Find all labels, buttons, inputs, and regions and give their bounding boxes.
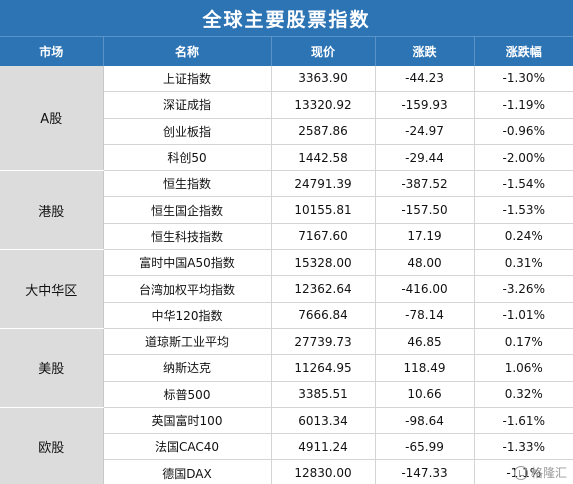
market-cell: A股 bbox=[0, 65, 104, 172]
change-cell: -98.64 bbox=[375, 407, 475, 435]
index-name-cell: 纳斯达克 bbox=[103, 354, 272, 382]
table-row: 深证成指 13320.92 -159.93 -1.19% bbox=[0, 91, 573, 119]
table-row: 创业板指 2587.86 -24.97 -0.96% bbox=[0, 118, 573, 145]
price-cell: 12362.64 bbox=[271, 275, 376, 303]
change-pct-cell: 0.32% bbox=[474, 381, 573, 408]
column-header-name: 名称 bbox=[103, 36, 272, 66]
watermark-text: 格隆汇 bbox=[530, 466, 567, 480]
index-name-cell: 标普500 bbox=[103, 381, 272, 408]
column-header-market: 市场 bbox=[0, 36, 104, 66]
price-cell: 24791.39 bbox=[271, 170, 376, 198]
change-pct-cell: -0.96% bbox=[474, 118, 573, 145]
column-header-price: 现价 bbox=[271, 36, 376, 66]
index-name-cell: 创业板指 bbox=[103, 118, 272, 145]
price-cell: 7167.60 bbox=[271, 223, 376, 251]
watermark: 格隆汇 bbox=[513, 464, 567, 481]
index-name-cell: 上证指数 bbox=[103, 65, 272, 93]
change-pct-cell: -1.54% bbox=[474, 170, 573, 198]
index-name-cell: 德国DAX bbox=[103, 459, 272, 484]
table-body: A股 上证指数 3363.90 -44.23 -1.30% 深证成指 13320.92 -15… bbox=[0, 65, 573, 484]
change-cell: 118.49 bbox=[375, 354, 475, 382]
index-name-cell: 道琼斯工业平均 bbox=[103, 328, 272, 356]
change-pct-cell: 0.17% bbox=[474, 328, 573, 356]
price-cell: 1442.58 bbox=[271, 144, 376, 172]
change-pct-cell: 0.24% bbox=[474, 223, 573, 251]
index-name-cell: 中华120指数 bbox=[103, 302, 272, 329]
table-row: 标普500 3385.51 10.66 0.32% bbox=[0, 381, 573, 408]
change-cell: 48.00 bbox=[375, 249, 475, 277]
change-pct-cell: -1.01% bbox=[474, 302, 573, 329]
change-cell: -65.99 bbox=[375, 433, 475, 461]
price-cell: 3363.90 bbox=[271, 65, 376, 93]
table-row: 科创50 1442.58 -29.44 -2.00% bbox=[0, 144, 573, 172]
change-cell: -78.14 bbox=[375, 302, 475, 329]
change-pct-cell: 0.31% bbox=[474, 249, 573, 277]
index-name-cell: 富时中国A50指数 bbox=[103, 249, 272, 277]
price-cell: 4911.24 bbox=[271, 433, 376, 461]
price-cell: 12830.00 bbox=[271, 459, 376, 484]
price-cell: 27739.73 bbox=[271, 328, 376, 356]
change-pct-cell: -2.00% bbox=[474, 144, 573, 172]
header-row: 市场 名称 现价 涨跌 涨跌幅 bbox=[0, 36, 573, 66]
price-cell: 3385.51 bbox=[271, 381, 376, 408]
market-cell: 大中华区 bbox=[0, 249, 104, 329]
table-row: 美股 道琼斯工业平均 27739.73 46.85 0.17% bbox=[0, 328, 573, 408]
table-row: 法国CAC40 4911.24 -65.99 -1.33% bbox=[0, 433, 573, 461]
table-row: 欧股 英国富时100 6013.34 -98.64 -1.61% bbox=[0, 407, 573, 484]
index-name-cell: 科创50 bbox=[103, 144, 272, 172]
table-row: 德国DAX 12830.00 -147.33 -1.1% bbox=[0, 459, 573, 484]
change-cell: -44.23 bbox=[375, 65, 475, 93]
index-name-cell: 恒生指数 bbox=[103, 170, 272, 198]
gelonghui-logo-icon bbox=[513, 465, 528, 480]
page-title: 全球主要股票指数 bbox=[0, 0, 573, 36]
change-pct-cell: -3.26% bbox=[474, 275, 573, 303]
change-cell: -387.52 bbox=[375, 170, 475, 198]
index-name-cell: 台湾加权平均指数 bbox=[103, 275, 272, 303]
index-name-cell: 恒生国企指数 bbox=[103, 196, 272, 224]
change-pct-cell: -1.33% bbox=[474, 433, 573, 461]
change-cell: -159.93 bbox=[375, 91, 475, 119]
price-cell: 2587.86 bbox=[271, 118, 376, 145]
change-cell: -147.33 bbox=[375, 459, 475, 484]
market-cell: 美股 bbox=[0, 328, 104, 408]
market-cell: 欧股 bbox=[0, 407, 104, 484]
change-cell: -416.00 bbox=[375, 275, 475, 303]
index-name-cell: 法国CAC40 bbox=[103, 433, 272, 461]
price-cell: 11264.95 bbox=[271, 354, 376, 382]
change-cell: -157.50 bbox=[375, 196, 475, 224]
table-row: 恒生国企指数 10155.81 -157.50 -1.53% bbox=[0, 196, 573, 224]
column-header-change: 涨跌 bbox=[375, 36, 475, 66]
price-cell: 13320.92 bbox=[271, 91, 376, 119]
index-name-cell: 恒生科技指数 bbox=[103, 223, 272, 251]
change-cell: 10.66 bbox=[375, 381, 475, 408]
table-row: 港股 恒生指数 24791.39 -387.52 -1.54% bbox=[0, 170, 573, 251]
change-cell: 17.19 bbox=[375, 223, 475, 251]
table-row: 台湾加权平均指数 12362.64 -416.00 -3.26% bbox=[0, 275, 573, 303]
table-row: 中华120指数 7666.84 -78.14 -1.01% bbox=[0, 302, 573, 329]
change-pct-cell: -1.19% bbox=[474, 91, 573, 119]
market-cell: 港股 bbox=[0, 170, 104, 251]
table-row: 纳斯达克 11264.95 118.49 1.06% bbox=[0, 354, 573, 382]
price-cell: 6013.34 bbox=[271, 407, 376, 435]
price-cell: 15328.00 bbox=[271, 249, 376, 277]
change-cell: 46.85 bbox=[375, 328, 475, 356]
price-cell: 10155.81 bbox=[271, 196, 376, 224]
change-pct-cell: 1.06% bbox=[474, 354, 573, 382]
table-row: A股 上证指数 3363.90 -44.23 -1.30% bbox=[0, 65, 573, 172]
stock-index-table: 市场 名称 现价 涨跌 涨跌幅 A股 上证指数 3363.90 -44.23 -1.30… bbox=[0, 36, 573, 484]
change-pct-cell: -1.61% bbox=[474, 407, 573, 435]
index-name-cell: 深证成指 bbox=[103, 91, 272, 119]
table-row: 恒生科技指数 7167.60 17.19 0.24% bbox=[0, 223, 573, 251]
table-row: 大中华区 富时中国A50指数 15328.00 48.00 0.31% bbox=[0, 249, 573, 329]
change-pct-cell: -1.53% bbox=[474, 196, 573, 224]
change-pct-cell: -1.30% bbox=[474, 65, 573, 93]
price-cell: 7666.84 bbox=[271, 302, 376, 329]
change-cell: -29.44 bbox=[375, 144, 475, 172]
index-name-cell: 英国富时100 bbox=[103, 407, 272, 435]
column-header-change-pct: 涨跌幅 bbox=[474, 36, 573, 66]
change-cell: -24.97 bbox=[375, 118, 475, 145]
